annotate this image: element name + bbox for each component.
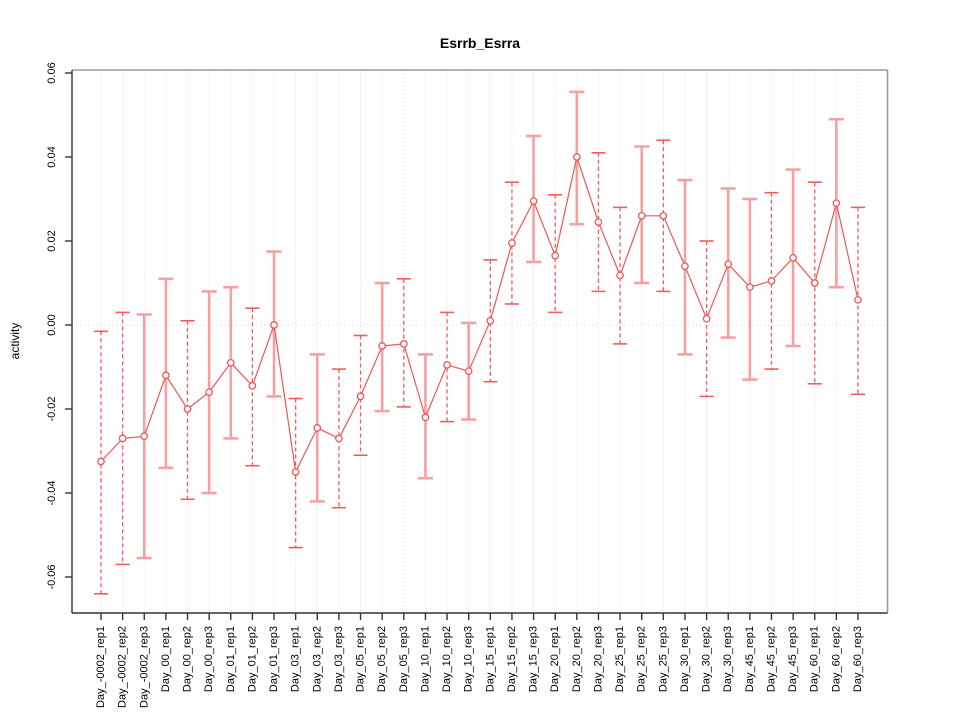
data-point-marker bbox=[248, 382, 257, 390]
data-point-marker bbox=[486, 316, 495, 325]
y-tick-label: 0.06 bbox=[46, 62, 58, 83]
data-point-marker bbox=[681, 262, 689, 271]
x-tick-label: Day_15_rep1 bbox=[484, 626, 496, 692]
x-tick-label: Day_00_rep2 bbox=[182, 626, 194, 692]
data-point-marker bbox=[659, 211, 668, 220]
x-tick-label: Day_20_rep1 bbox=[549, 626, 561, 692]
x-tick-label: Day_25_rep2 bbox=[636, 626, 648, 692]
data-point-marker bbox=[508, 239, 516, 247]
x-tick-label: Day_01_rep2 bbox=[246, 626, 258, 692]
x-tick-label: Day_45_rep3 bbox=[787, 626, 799, 692]
y-tick-label: -0.02 bbox=[46, 396, 58, 421]
data-point-marker bbox=[183, 405, 192, 413]
data-point-marker bbox=[313, 424, 322, 432]
x-tick-label: Day_05_rep1 bbox=[355, 626, 367, 692]
data-point-marker bbox=[810, 279, 819, 287]
x-tick-label: Day_01_rep1 bbox=[225, 626, 237, 692]
data-point-marker bbox=[226, 358, 235, 367]
data-point-marker bbox=[443, 361, 451, 369]
y-tick-label: -0.06 bbox=[46, 564, 58, 589]
error-bars bbox=[94, 90, 865, 595]
x-tick-label: Day_30_rep1 bbox=[679, 626, 691, 692]
data-point-marker bbox=[746, 283, 754, 292]
x-tick-label: Day_05_rep2 bbox=[376, 626, 388, 692]
x-tick-label: Day_01_rep3 bbox=[268, 626, 280, 692]
y-axis: -0.06 -0.04 -0.02 0.00 0.02 0.04 0.06 bbox=[46, 62, 72, 590]
x-tick-label: Day_00_rep3 bbox=[203, 626, 215, 692]
data-point-marker bbox=[464, 367, 473, 376]
data-point-marker bbox=[270, 321, 278, 329]
x-tick-label: Day_10_rep2 bbox=[441, 626, 453, 692]
y-tick-label: 0.00 bbox=[46, 314, 58, 335]
x-tick-label: Day_-0002_rep1 bbox=[95, 626, 107, 708]
x-tick-label: Day_-0002_rep3 bbox=[138, 626, 150, 708]
data-point-marker bbox=[356, 392, 365, 401]
data-point-marker bbox=[378, 342, 387, 350]
x-tick-label: Day_15_rep2 bbox=[506, 626, 518, 692]
x-tick-label: Day_20_rep3 bbox=[592, 626, 604, 692]
x-tick-label: Day_-0002_rep2 bbox=[117, 626, 129, 708]
data-point-marker bbox=[702, 314, 711, 323]
gridlines bbox=[72, 70, 888, 613]
x-axis: Day_-0002_rep1 Day_-0002_rep2 Day_-0002_re… bbox=[95, 613, 864, 708]
data-point-marker bbox=[335, 434, 343, 443]
x-tick-label: Day_10_rep3 bbox=[463, 626, 475, 692]
data-point-marker bbox=[291, 468, 300, 476]
data-point-marker bbox=[594, 218, 603, 226]
series-line bbox=[100, 154, 859, 474]
x-tick-label: Day_00_rep1 bbox=[160, 626, 172, 692]
x-tick-label: Day_25_rep1 bbox=[614, 626, 626, 692]
x-tick-label: Day_15_rep3 bbox=[528, 626, 540, 692]
data-point-marker bbox=[767, 277, 776, 285]
data-point-marker bbox=[97, 457, 105, 466]
plot-border bbox=[71, 69, 889, 614]
y-tick-label: 0.04 bbox=[46, 146, 58, 167]
series-polyline bbox=[100, 154, 859, 474]
data-point-marker bbox=[529, 197, 538, 205]
x-tick-label: Day_45_rep2 bbox=[765, 626, 777, 692]
data-point-marker bbox=[616, 271, 624, 280]
data-point-marker bbox=[572, 153, 581, 161]
x-tick-label: Day_03_rep2 bbox=[311, 626, 323, 692]
y-axis-title: activity bbox=[8, 323, 22, 360]
data-points bbox=[97, 153, 862, 476]
data-point-marker bbox=[854, 295, 862, 304]
x-tick-label: Day_10_rep1 bbox=[419, 626, 431, 692]
y-tick-label: -0.04 bbox=[46, 480, 58, 505]
x-tick-label: Day_60_rep2 bbox=[830, 626, 842, 692]
x-tick-label: Day_03_rep1 bbox=[290, 626, 302, 692]
chart-title: Esrrb_Esrra bbox=[440, 35, 520, 51]
x-tick-label: Day_30_rep3 bbox=[722, 626, 734, 692]
x-tick-label: Day_45_rep1 bbox=[744, 626, 756, 692]
data-point-marker bbox=[724, 260, 733, 268]
data-point-marker bbox=[118, 434, 127, 443]
data-point-marker bbox=[551, 251, 560, 260]
data-point-marker bbox=[162, 371, 170, 380]
y-tick-label: 0.02 bbox=[46, 230, 58, 251]
data-point-marker bbox=[789, 253, 797, 262]
x-tick-label: Day_60_rep1 bbox=[809, 626, 821, 692]
data-point-marker bbox=[637, 211, 646, 220]
x-tick-label: Day_30_rep2 bbox=[701, 626, 713, 692]
data-point-marker bbox=[140, 432, 149, 441]
data-point-marker bbox=[832, 199, 841, 208]
x-tick-label: Day_60_rep3 bbox=[852, 626, 864, 692]
x-tick-label: Day_03_rep3 bbox=[333, 626, 345, 692]
data-point-marker bbox=[399, 340, 408, 348]
data-point-marker bbox=[421, 413, 430, 422]
x-tick-label: Day_20_rep2 bbox=[571, 626, 583, 692]
x-tick-label: Day_25_rep3 bbox=[657, 626, 669, 692]
x-tick-label: Day_05_rep3 bbox=[398, 626, 410, 692]
data-point-marker bbox=[205, 388, 213, 397]
